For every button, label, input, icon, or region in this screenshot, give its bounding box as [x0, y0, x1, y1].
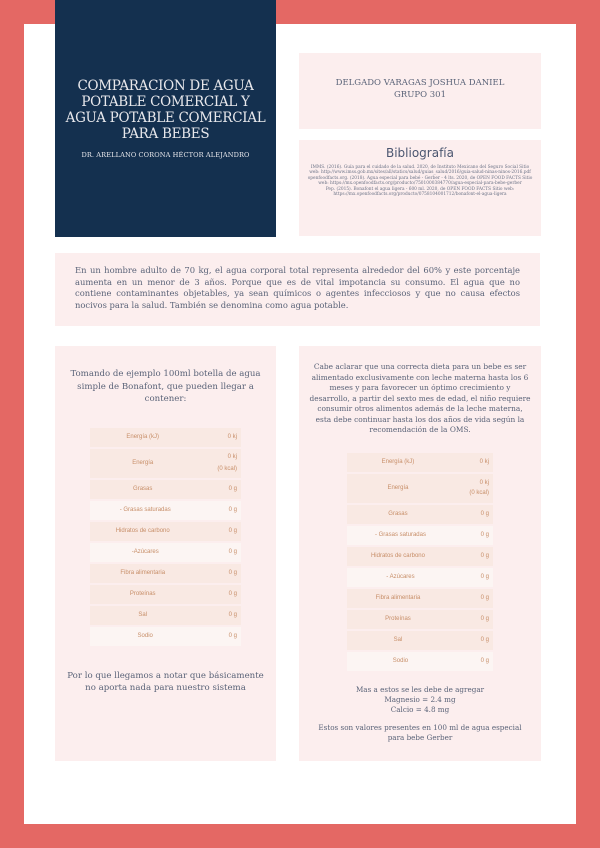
nutrient-value: 0 g: [448, 504, 493, 524]
nutrient-label: - Azúcares: [347, 567, 449, 587]
intro-text: En un hombre adulto de 70 kg, el agua co…: [75, 265, 520, 310]
table-row: Proteínas 0 g: [347, 609, 493, 629]
nutrient-label: Sodio: [90, 626, 196, 646]
nutrient-label: Proteínas: [90, 584, 196, 604]
table-row: Sal 0 g: [90, 605, 241, 625]
table-row: Grasas 0 g: [347, 504, 493, 524]
nutrient-label: Energía: [90, 448, 196, 478]
author-group: GRUPO 301: [394, 90, 446, 100]
nutrient-value: 0 g: [448, 546, 493, 566]
nutrient-value: 0 g: [448, 588, 493, 608]
nutrient-label: - Grasas saturadas: [347, 525, 449, 545]
nutrient-value: 0 g: [195, 626, 241, 646]
table-row: Hidratos de carbono 0 g: [347, 546, 493, 566]
author-name: DELGADO VARAGAS JOSHUA DANIEL: [335, 78, 505, 88]
table-row: -Azúcares 0 g: [90, 542, 241, 562]
gerber-nutrition-table: Energía (kJ) 0 kj Energía 0 kj (0 kcal) Gra…: [347, 451, 493, 673]
table-row: - Azúcares 0 g: [347, 567, 493, 587]
nutrient-label: Sodio: [347, 651, 449, 671]
table-row: Sal 0 g: [347, 630, 493, 650]
nutrient-value: 0 g: [195, 500, 241, 520]
intro-panel: En un hombre adulto de 70 kg, el agua co…: [55, 253, 540, 326]
table-row: Energía 0 kj (0 kcal): [90, 448, 241, 478]
nutrient-value: 0 g: [195, 584, 241, 604]
nutrient-label: Hidratos de carbono: [347, 546, 449, 566]
gerber-panel: Cabe aclarar que una correcta dieta para…: [299, 346, 541, 761]
gerber-notes: Mas a estos se les debe de agregar Magne…: [309, 685, 531, 743]
nutrient-value-kj: 0 kj: [479, 479, 489, 486]
bibliography-heading: Bibliografía: [385, 146, 454, 160]
nutrient-value-kcal: (0 kcal): [469, 490, 489, 496]
bibliography-entry: Pep. (2015). Bonafont el agua ligera - 6…: [325, 186, 515, 198]
nutrient-label: Energía (kJ): [347, 452, 449, 472]
nutrient-value: 0 kj (0 kcal): [195, 448, 241, 478]
nutrient-label: Grasas: [347, 504, 449, 524]
nutrient-label: Sal: [90, 605, 196, 625]
nutrient-label: Fibra alimentaria: [90, 563, 196, 583]
nutrient-value: 0 g: [448, 525, 493, 545]
nutrient-value: 0 g: [448, 609, 493, 629]
bibliography-entry: openfoodfacts.org. (2018). Agua especial…: [307, 175, 533, 187]
page-title: COMPARACION DE AGUA POTABLE COMERCIAL Y …: [65, 78, 266, 142]
bonafont-conclusion: Por lo que llegamos a notar que básicame…: [67, 670, 264, 694]
nutrient-value: 0 g: [195, 521, 241, 541]
nutrient-label: Hidratos de carbono: [90, 521, 196, 541]
table-row: Energía 0 kj (0 kcal): [347, 473, 493, 503]
nutrient-label: Grasas: [90, 479, 196, 499]
gerber-intro: Cabe aclarar que una correcta dieta para…: [309, 362, 531, 434]
nutrient-label: Sal: [347, 630, 449, 650]
nutrient-label: Proteínas: [347, 609, 449, 629]
nutrient-value-kj: 0 kj: [227, 453, 237, 460]
bonafont-intro: Tomando de ejemplo 100ml botella de agua…: [70, 369, 261, 404]
table-row: Energía (kJ) 0 kj: [347, 452, 493, 472]
nutrient-label: -Azúcares: [90, 542, 196, 562]
title-banner: COMPARACION DE AGUA POTABLE COMERCIAL Y …: [55, 0, 276, 237]
nutrient-value: 0 g: [448, 567, 493, 587]
table-row: Fibra alimentaria 0 g: [347, 588, 493, 608]
nutrient-label: Fibra alimentaria: [347, 588, 449, 608]
nutrient-value: 0 g: [195, 542, 241, 562]
nutrient-value-kcal: (0 kcal): [217, 466, 237, 472]
nutrient-value: 0 g: [195, 479, 241, 499]
table-row: Energía (kJ) 0 kj: [90, 427, 241, 447]
magnesium-value: Magnesio = 2.4 mg: [384, 694, 456, 704]
bibliography-entry: IMMS. (2016). Guía para el cuidado de la…: [309, 165, 531, 176]
table-row: Hidratos de carbono 0 g: [90, 521, 241, 541]
professor-name: DR. ARELLANO CORONA HÉCTOR ALEJANDRO: [81, 151, 250, 159]
bibliography-panel: Bibliografía IMMS. (2016). Guía para el …: [299, 140, 541, 236]
minerals-intro: Mas a estos se les debe de agregar: [355, 684, 485, 694]
gerber-conclusion: Estos son valores presentes en 100 ml de…: [318, 722, 522, 742]
nutrient-value: 0 g: [448, 630, 493, 650]
nutrient-value: 0 g: [195, 563, 241, 583]
nutrient-value: 0 g: [195, 605, 241, 625]
table-row: - Grasas saturadas 0 g: [90, 500, 241, 520]
nutrient-label: Energía (kJ): [90, 427, 196, 447]
author-panel: DELGADO VARAGAS JOSHUA DANIEL GRUPO 301: [299, 53, 541, 129]
nutrient-value: 0 kj: [448, 452, 493, 472]
table-row: Fibra alimentaria 0 g: [90, 563, 241, 583]
bonafont-panel: Tomando de ejemplo 100ml botella de agua…: [55, 346, 276, 761]
nutrient-value: 0 kj (0 kcal): [448, 473, 493, 503]
bonafont-nutrition-table: Energía (kJ) 0 kj Energía 0 kj (0 kcal) Gra…: [90, 426, 241, 648]
calcium-value: Calcio = 4.8 mg: [390, 704, 450, 714]
table-row: Grasas 0 g: [90, 479, 241, 499]
table-row: Sodio 0 g: [90, 626, 241, 646]
table-row: - Grasas saturadas 0 g: [347, 525, 493, 545]
table-row: Sodio 0 g: [347, 651, 493, 671]
nutrient-label: Energía: [347, 473, 449, 503]
nutrient-value: 0 g: [448, 651, 493, 671]
table-row: Proteínas 0 g: [90, 584, 241, 604]
nutrient-value: 0 kj: [195, 427, 241, 447]
nutrient-label: - Grasas saturadas: [90, 500, 196, 520]
